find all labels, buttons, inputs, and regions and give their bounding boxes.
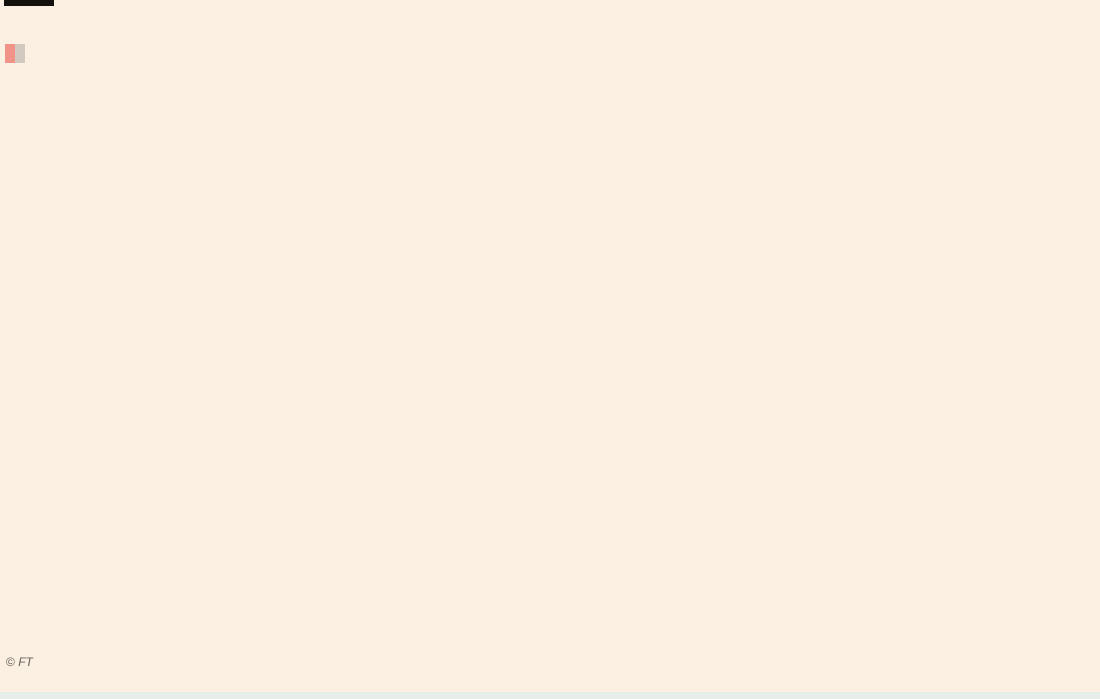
chart-footer: © FT (6, 655, 33, 669)
copyright-note: © FT (6, 655, 33, 669)
bottom-edge-strip (0, 692, 1100, 699)
ft-top-bar (4, 0, 54, 6)
legend-historical-chip (15, 44, 25, 63)
chart-subtitle (5, 44, 25, 63)
legend-current-chip (5, 44, 15, 63)
